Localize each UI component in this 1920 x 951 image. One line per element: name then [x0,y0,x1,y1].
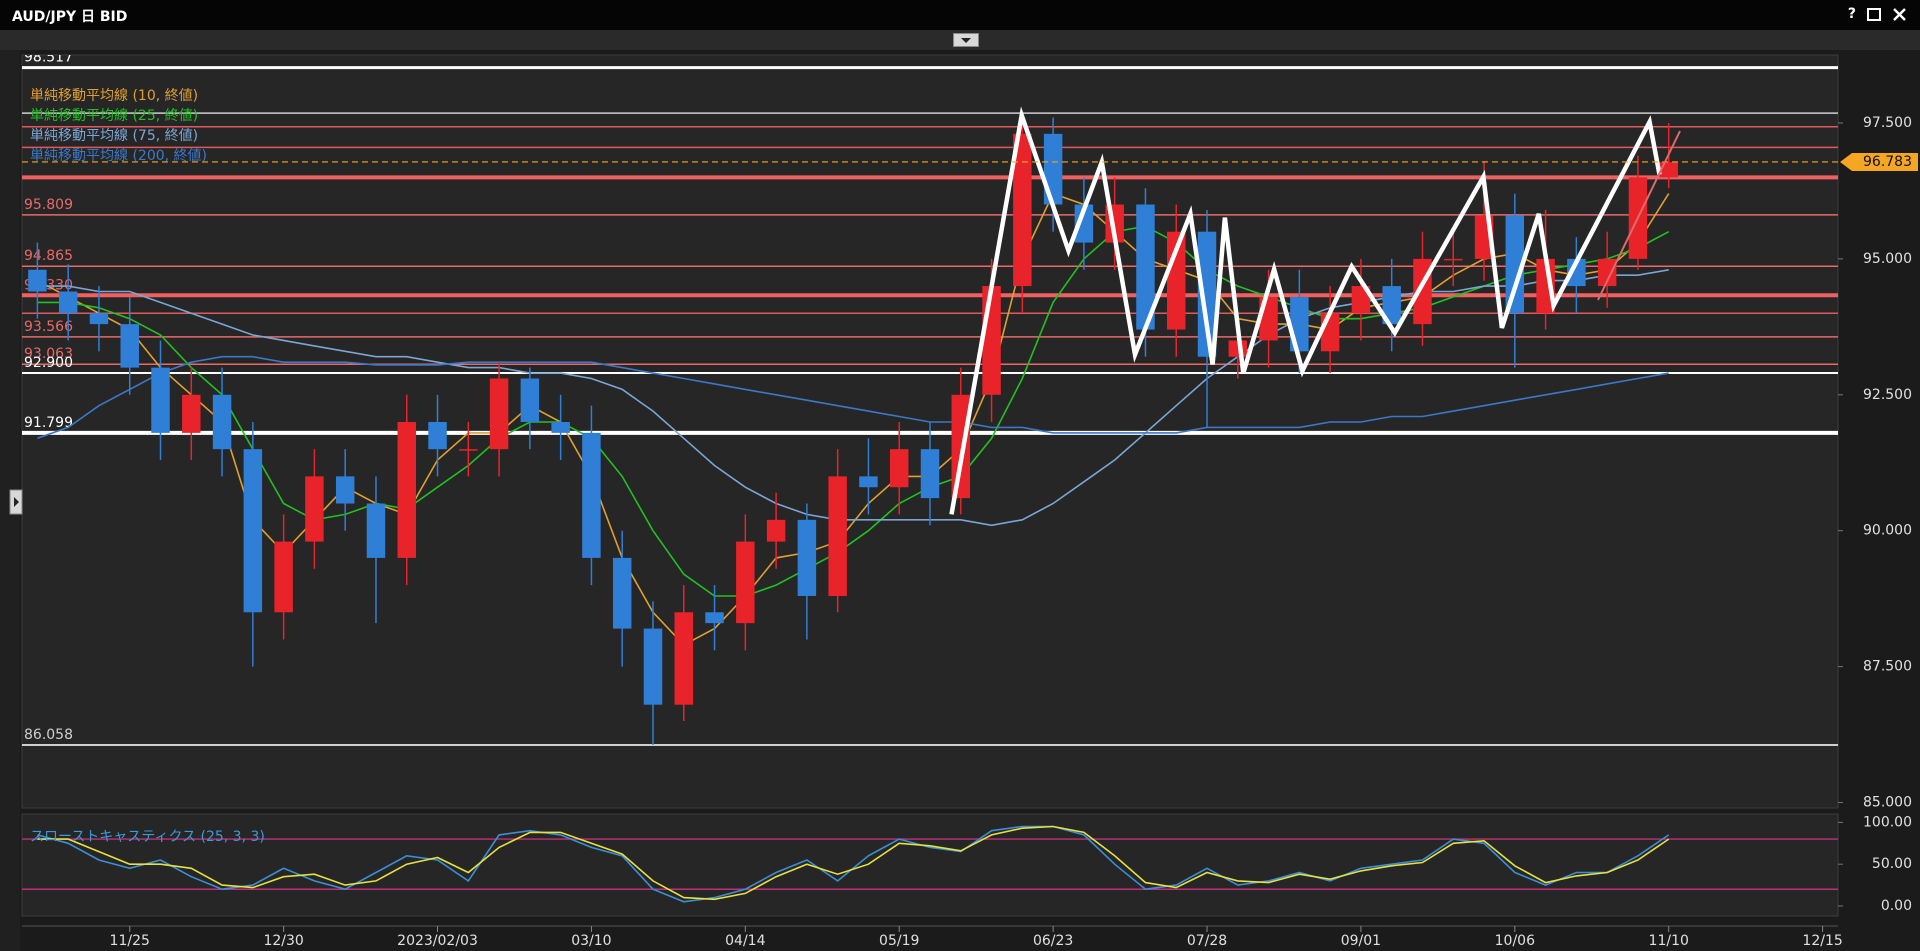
y-tick-label: 92.500 [1863,387,1912,403]
candle-body [1444,258,1463,261]
legend-entry: 単純移動平均線 (10, 終値) [30,88,198,104]
candle-body [520,378,540,422]
x-tick-label: 05/19 [879,933,919,949]
candle-body [274,541,293,613]
level-label: 91.799 [24,415,73,431]
x-tick-label: 10/06 [1495,933,1535,949]
x-tick-label: 12/15 [1802,933,1842,949]
x-tick-label: 11/25 [110,933,150,949]
candle-body [889,449,909,488]
candle-body [1197,231,1217,357]
y-tick-label: 95.000 [1863,251,1912,267]
candle-body [1136,204,1155,330]
candle-body [612,557,632,629]
candle-body [982,286,1001,395]
candle-body [766,519,786,542]
y-tick-label: 90.000 [1863,523,1912,539]
window-controls [1867,8,1906,21]
candle-body [335,476,355,504]
x-tick-label: 03/10 [571,933,611,949]
candle-body [551,421,570,433]
candle-body [797,519,817,596]
candle-body [1505,215,1525,314]
level-label: 93.566 [24,319,73,335]
stoch-title: スローストキャスティクス (25, 3, 3) [30,829,265,845]
x-tick-label: 11/10 [1649,933,1689,949]
candle-body [674,612,693,705]
candle-body [243,449,263,613]
legend-entry: 単純移動平均線 (75, 終値) [30,128,198,144]
level-label: 98.517 [24,50,73,66]
trend-line [1597,130,1681,301]
candle-body [859,476,878,488]
x-tick-label: 09/01 [1341,933,1381,949]
legend-entry: 単純移動平均線 (200, 終値) [30,148,207,164]
y-tick-label: 87.500 [1863,659,1912,675]
candle-body [212,394,232,450]
moving-average [37,355,1669,440]
candle-body [366,503,386,558]
candle-body [428,421,447,450]
stoch-line [37,825,1670,901]
candle-body [120,324,139,368]
level-label: 86.058 [24,727,73,743]
candle-body [89,313,109,325]
y-tick-label: 97.500 [1863,115,1912,131]
candle-body [920,449,940,499]
x-tick-label: 12/30 [263,933,303,949]
last-price-label: 96.783 [1863,154,1912,170]
candle-body [951,394,971,499]
level-label: 94.865 [24,248,73,264]
stoch-line [37,825,1670,903]
candle-body [28,269,47,292]
candle-body [1567,258,1586,287]
candle-body [151,367,170,433]
legend-entry: 単純移動平均線 (25, 終値) [30,108,198,124]
side-toggle-arrow [14,497,19,507]
candle-body [582,432,601,558]
y-tick-label: 85.000 [1863,795,1912,811]
x-tick-label: 04/14 [725,933,765,949]
close-button[interactable] [1893,8,1906,21]
x-tick-label: 07/28 [1187,933,1227,949]
stoch-panel [21,813,1839,917]
y-tick-label: 50.00 [1872,856,1912,872]
window-title: AUD/JPY 日 BID [12,9,128,25]
candle-body [1351,286,1371,314]
maximize-button[interactable] [1867,8,1881,21]
candle-body [489,378,509,450]
candle-body [459,449,478,451]
level-label: 95.809 [24,197,73,213]
candle-body [397,421,416,558]
help-button[interactable]: ? [1847,6,1856,22]
candle-body [1382,286,1401,325]
title-bar: AUD/JPY 日 BID ? [0,0,1920,30]
x-tick-label: 06/23 [1033,933,1073,949]
stoch-plot [22,825,1838,903]
candle-body [705,612,724,624]
last-price-tag [1840,152,1918,171]
main-plot: 98.51795.80994.86594.33093.56693.06392.9… [22,50,1838,747]
level-label: 93.063 [24,346,73,362]
x-tick-label: 2023/02/03 [397,933,478,949]
candle-body [1013,133,1032,287]
y-tick-label: 100.00 [1863,814,1912,830]
candle-body [643,628,663,705]
candle-body [182,394,201,433]
candle-body [1597,258,1617,287]
y-tick-label: 0.00 [1881,898,1912,914]
candle-body [305,476,324,542]
zigzag-line [949,106,1662,515]
level-label: 92.900 [24,355,73,371]
candle-body [828,476,847,596]
candle-body [1074,204,1094,243]
candle-body [736,541,755,624]
collapse-button[interactable] [953,33,979,47]
candle-body [1320,313,1340,352]
candle-body [58,291,78,314]
